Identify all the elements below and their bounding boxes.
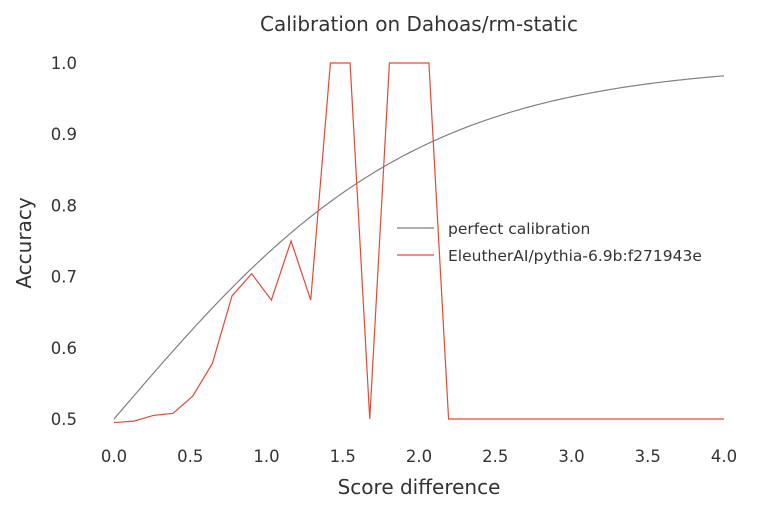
x-axis-ticks: 0.0 0.5 1.0 1.5 2.0 2.5 3.0 3.5 4.0 bbox=[101, 447, 737, 466]
y-tick-label: 0.6 bbox=[51, 339, 77, 358]
legend-label-pythia: EleutherAI/pythia-6.9b:f271943e bbox=[448, 247, 702, 265]
y-tick-label: 1.0 bbox=[51, 54, 77, 73]
y-tick-label: 0.5 bbox=[51, 410, 77, 429]
legend-label-perfect-calibration: perfect calibration bbox=[448, 220, 590, 238]
x-tick-label: 0.0 bbox=[101, 447, 127, 466]
x-tick-label: 4.0 bbox=[711, 447, 737, 466]
y-axis-label: Accuracy bbox=[12, 197, 36, 288]
chart-title: Calibration on Dahoas/rm-static bbox=[260, 12, 578, 36]
y-axis-ticks: 0.5 0.6 0.7 0.8 0.9 1.0 bbox=[51, 54, 77, 429]
y-tick-label: 0.7 bbox=[51, 268, 77, 287]
series-line-pythia bbox=[113, 62, 724, 424]
x-tick-label: 3.0 bbox=[558, 447, 584, 466]
x-tick-label: 0.5 bbox=[177, 447, 203, 466]
x-tick-label: 3.5 bbox=[635, 447, 661, 466]
x-tick-label: 1.0 bbox=[253, 447, 279, 466]
x-axis-label: Score difference bbox=[338, 475, 501, 499]
y-tick-label: 0.8 bbox=[51, 196, 77, 215]
series-line-perfect-calibration bbox=[113, 75, 725, 420]
plot-lines bbox=[113, 62, 725, 424]
y-tick-label: 0.9 bbox=[51, 125, 77, 144]
x-tick-label: 2.5 bbox=[482, 447, 508, 466]
legend: perfect calibration EleutherAI/pythia-6.… bbox=[397, 220, 702, 265]
x-tick-label: 2.0 bbox=[406, 447, 432, 466]
x-tick-label: 1.5 bbox=[330, 447, 356, 466]
